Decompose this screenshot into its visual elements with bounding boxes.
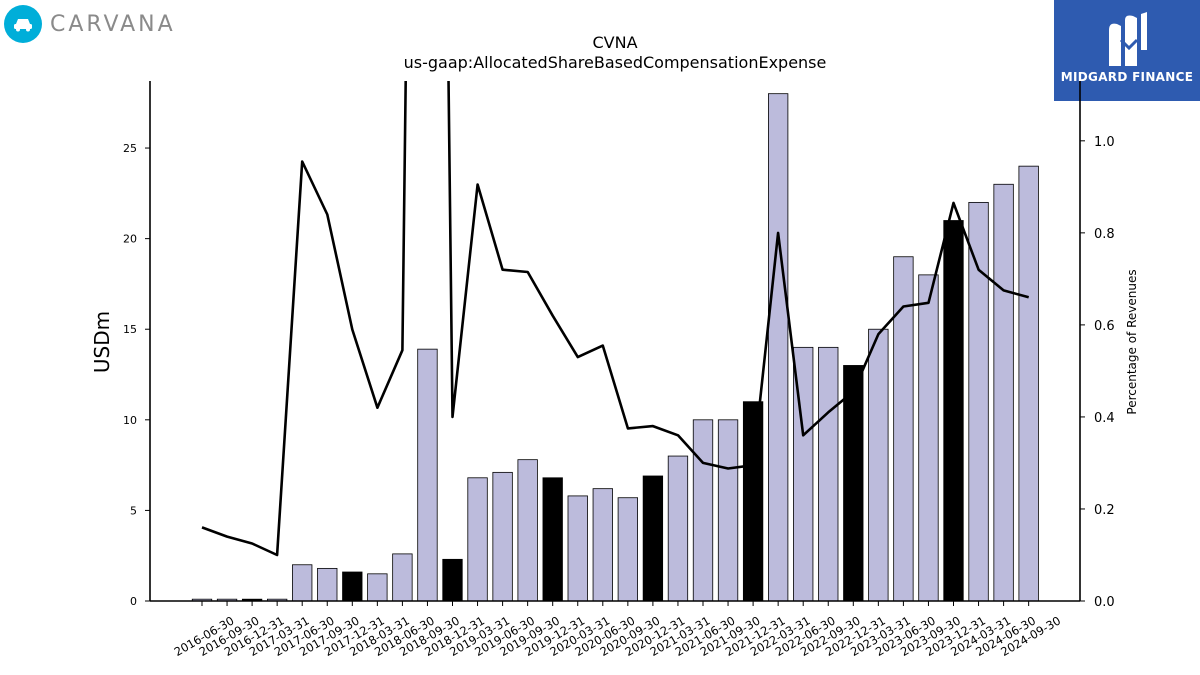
y-tick-label-5: 5	[130, 504, 137, 517]
bar-2022-12-31	[843, 365, 864, 602]
y2-tick-label-0.4: 0.4	[1094, 411, 1115, 426]
y-tick-label-15: 15	[123, 323, 137, 336]
y2-tick-label-0.2: 0.2	[1094, 503, 1115, 518]
bar-2021-06-30	[692, 419, 714, 602]
bar-2019-06-30	[492, 471, 513, 602]
chart-subtitle: us-gaap:AllocatedShareBasedCompensationE…	[404, 53, 827, 72]
y-tick-label-0: 0	[130, 595, 137, 608]
bar-2020-03-31	[567, 495, 588, 602]
carvana-car-icon	[4, 5, 42, 43]
y-tick-label-25: 25	[123, 142, 137, 155]
bar-2019-03-31	[467, 477, 488, 602]
bar-2021-12-31	[742, 401, 764, 602]
bar-2017-12-31	[342, 571, 363, 602]
y-tick-label-10: 10	[123, 414, 137, 427]
bar-2020-06-30	[592, 488, 613, 602]
bar-2024-09-30	[1018, 165, 1039, 602]
bar-2023-03-31	[868, 328, 889, 602]
bar-2019-12-31	[542, 477, 563, 602]
bar-2023-12-31	[943, 220, 964, 602]
chart-title: CVNA	[592, 33, 637, 52]
bar-2018-12-31	[442, 558, 463, 602]
bar-2021-09-30	[717, 419, 739, 602]
bar-2022-03-31	[768, 93, 789, 602]
carvana-logo: CARVANA	[4, 4, 179, 44]
bar-2017-06-30	[292, 564, 313, 602]
bar-2018-03-31	[367, 573, 388, 602]
midgard-finance-logo: MIDGARD FINANCE	[1054, 0, 1200, 101]
bar-2023-09-30	[918, 274, 939, 602]
percentage-of-revenues-line	[201, 81, 1030, 557]
bar-2019-09-30	[517, 459, 538, 602]
y-axis-label: USDm	[90, 311, 114, 373]
bar-2024-03-31	[968, 201, 989, 602]
bar-2020-09-30	[617, 497, 638, 602]
y2-tick-label-0.6: 0.6	[1094, 319, 1115, 334]
y2-axis-label: Percentage of Revenues	[1125, 269, 1139, 414]
y2-tick-label-0.0: 0.0	[1094, 595, 1115, 610]
bar-2017-09-30	[317, 567, 338, 602]
midgard-m-icon	[1109, 12, 1147, 67]
bar-2018-06-30	[392, 553, 413, 602]
bar-2022-09-30	[818, 346, 839, 602]
bar-2024-06-30	[993, 183, 1014, 602]
bar-2018-09-30	[417, 348, 438, 602]
y2-tick-label-1.0: 1.0	[1094, 135, 1115, 150]
y2-tick-label-0.8: 0.8	[1094, 227, 1115, 242]
bar-2020-12-31	[642, 475, 664, 602]
bar-2021-03-31	[667, 455, 689, 602]
carvana-wordmark: CARVANA	[50, 11, 176, 37]
midgard-finance-label: MIDGARD FINANCE	[1060, 70, 1194, 84]
y-tick-label-20: 20	[123, 233, 137, 246]
